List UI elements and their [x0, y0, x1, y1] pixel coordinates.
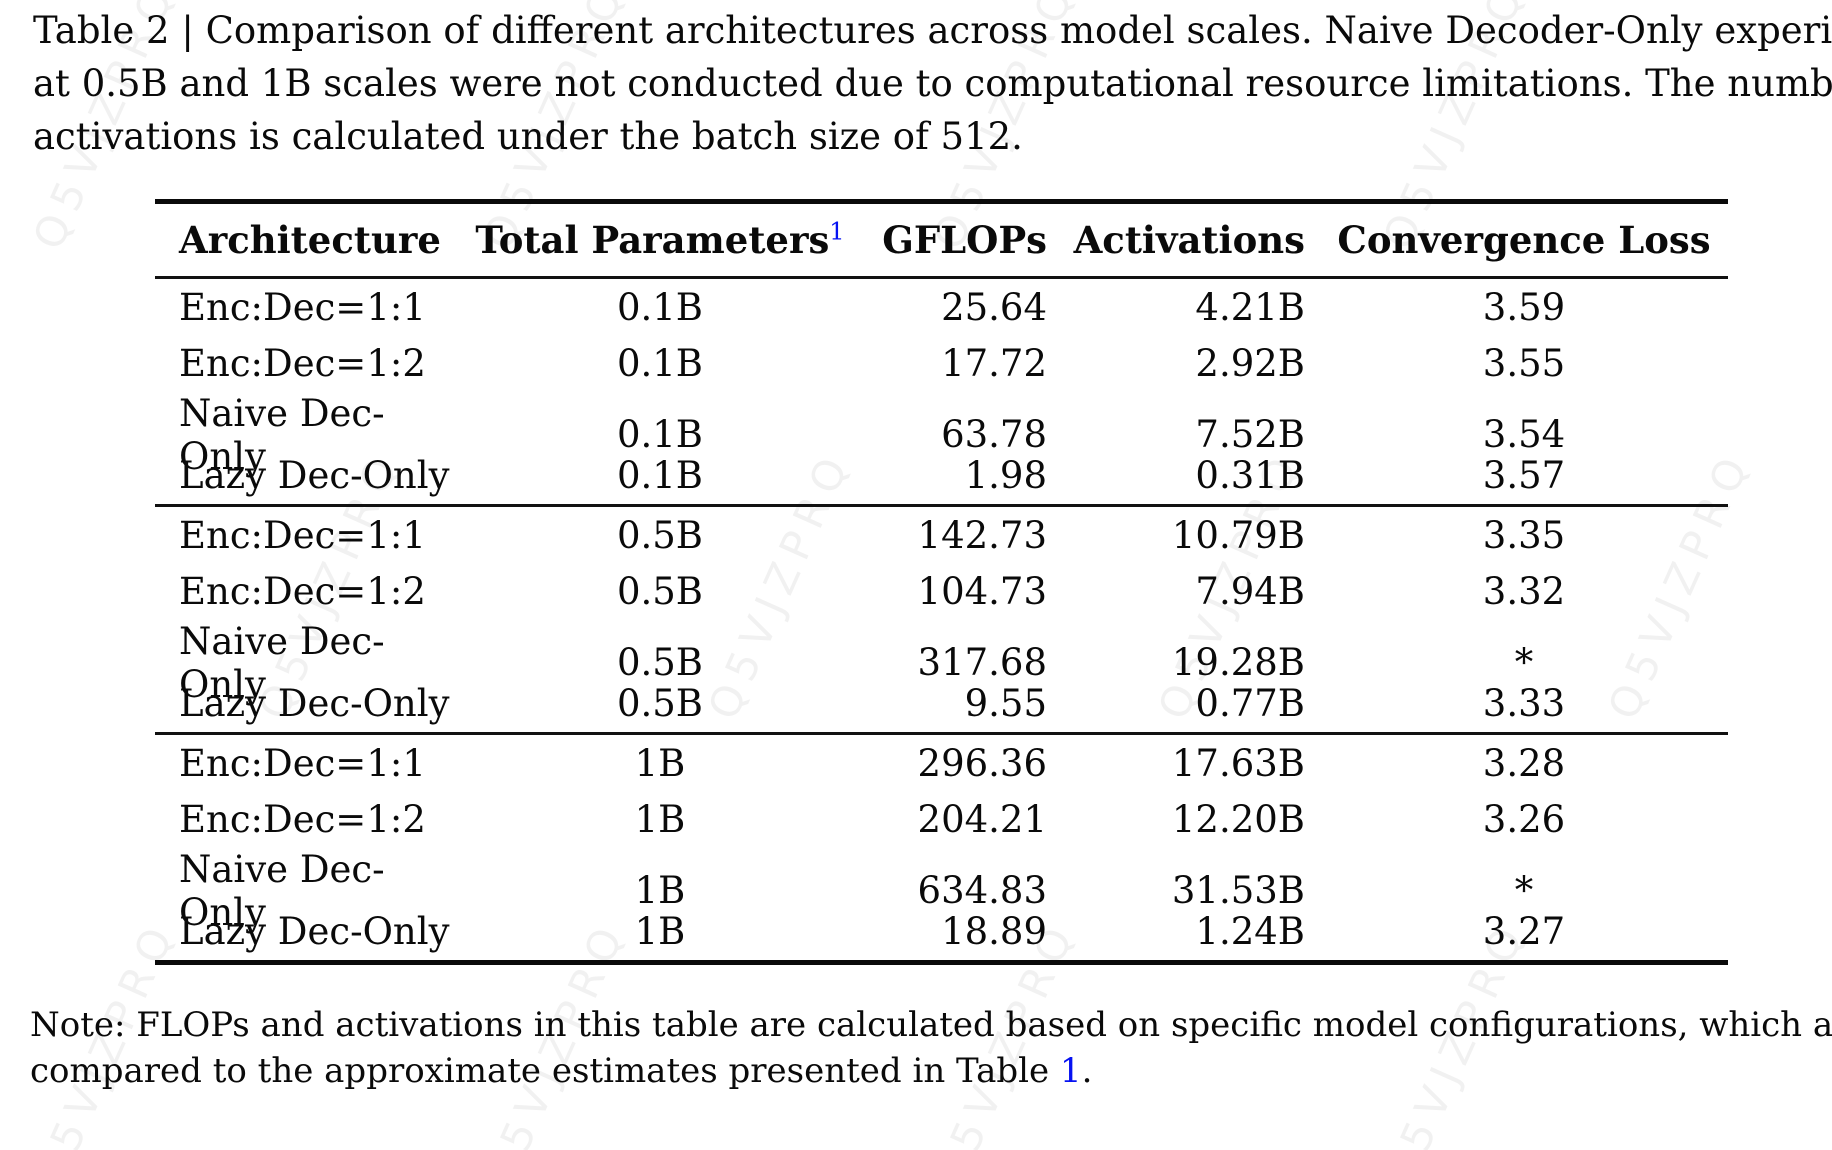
- cell-convergence-loss: 3.59: [1482, 285, 1566, 329]
- cell-activations: 10.79B: [1171, 513, 1305, 557]
- cell-total-parameters: 0.5B: [616, 682, 704, 726]
- cell-architecture: Enc:Dec=1:1: [179, 285, 426, 329]
- table-caption: Table 2 | Comparison of different archit…: [33, 4, 1832, 163]
- cell-architecture: Lazy Dec-Only: [179, 454, 450, 498]
- cell-architecture: Lazy Dec-Only: [179, 910, 450, 954]
- cell-total-parameters: 1B: [634, 741, 686, 785]
- cell-total-parameters: 1B: [634, 797, 686, 841]
- cell-gflops: 296.36: [917, 741, 1047, 785]
- table-group-0.1B: Enc:Dec=1:1 0.1B 25.64 4.21B 3.59 Enc:De…: [155, 279, 1728, 504]
- cell-convergence-loss: 3.54: [1482, 413, 1566, 456]
- cell-architecture: Lazy Dec-Only: [179, 682, 450, 726]
- cell-gflops: 63.78: [941, 413, 1047, 456]
- cell-gflops: 17.72: [941, 341, 1047, 385]
- cell-convergence-loss: *: [1514, 869, 1534, 912]
- caption-line-3: activations is calculated under the batc…: [33, 115, 1023, 158]
- cell-convergence-loss: 3.35: [1482, 513, 1566, 557]
- column-header-total-parameters: Total Parameters1: [460, 218, 860, 262]
- cell-gflops: 204.21: [917, 797, 1047, 841]
- cell-gflops: 104.73: [917, 569, 1047, 613]
- cell-architecture: Naive Dec-Only: [179, 391, 385, 478]
- cell-gflops: 18.89: [941, 910, 1047, 954]
- cell-architecture: Enc:Dec=1:2: [179, 569, 426, 613]
- column-header-architecture: Architecture: [179, 218, 441, 262]
- note-line-2: compared to the approximate estimates pr…: [30, 1048, 1832, 1094]
- footnote-1-link[interactable]: 1: [829, 217, 845, 246]
- cell-convergence-loss: 3.27: [1482, 910, 1566, 954]
- cell-architecture: Naive Dec-Only: [179, 847, 385, 934]
- note-line-2-text: compared to the approximate estimates pr…: [30, 1051, 1060, 1091]
- column-header-gflops: GFLOPs: [882, 218, 1047, 262]
- cell-activations: 0.31B: [1195, 454, 1305, 498]
- cell-gflops: 9.55: [964, 682, 1047, 726]
- table-row: Naive Dec-Only 1B 634.83 31.53B *: [155, 848, 1728, 934]
- cell-convergence-loss: 3.55: [1482, 341, 1566, 385]
- column-header-convergence-loss: Convergence Loss: [1337, 218, 1711, 262]
- cell-gflops: 317.68: [917, 641, 1047, 684]
- cell-gflops: 634.83: [917, 869, 1047, 912]
- table-row: Enc:Dec=1:2 1B 204.21 12.20B 3.26: [155, 791, 1728, 847]
- table-1-link[interactable]: 1: [1059, 1051, 1082, 1091]
- cell-gflops: 142.73: [917, 513, 1047, 557]
- cell-activations: 19.28B: [1171, 641, 1305, 684]
- table-row: Enc:Dec=1:2 0.1B 17.72 2.92B 3.55: [155, 335, 1728, 391]
- cell-total-parameters: 1B: [634, 869, 686, 912]
- cell-gflops: 1.98: [964, 454, 1047, 498]
- cell-total-parameters: 0.1B: [616, 413, 704, 456]
- table-group-1B: Enc:Dec=1:1 1B 296.36 17.63B 3.28 Enc:De…: [155, 732, 1728, 960]
- cell-total-parameters: 0.5B: [616, 641, 704, 684]
- cell-activations: 12.20B: [1171, 797, 1305, 841]
- cell-total-parameters: 0.1B: [616, 285, 704, 329]
- cell-total-parameters: 0.1B: [616, 341, 704, 385]
- cell-convergence-loss: 3.26: [1482, 797, 1566, 841]
- cell-total-parameters: 0.1B: [616, 454, 704, 498]
- table-row: Naive Dec-Only 0.5B 317.68 19.28B *: [155, 620, 1728, 706]
- table-row: Enc:Dec=1:2 0.5B 104.73 7.94B 3.32: [155, 563, 1728, 619]
- cell-activations: 2.92B: [1195, 341, 1305, 385]
- table-row: Lazy Dec-Only 1B 18.89 1.24B 3.27: [155, 904, 1728, 960]
- caption-line-1: Table 2 | Comparison of different archit…: [33, 9, 1832, 52]
- note-line-1: Note: FLOPs and activations in this tabl…: [30, 1005, 1832, 1045]
- cell-activations: 0.77B: [1195, 682, 1305, 726]
- cell-total-parameters: 0.5B: [616, 569, 704, 613]
- table-note: Note: FLOPs and activations in this tabl…: [30, 1002, 1832, 1094]
- table-row: Enc:Dec=1:1 0.5B 142.73 10.79B 3.35: [155, 507, 1728, 563]
- column-header-total-parameters-label: Total Parameters: [475, 218, 830, 262]
- cell-total-parameters: 1B: [634, 910, 686, 954]
- note-line-2-period: .: [1081, 1051, 1093, 1091]
- cell-total-parameters: 0.5B: [616, 513, 704, 557]
- cell-activations: 31.53B: [1171, 869, 1305, 912]
- cell-convergence-loss: *: [1514, 641, 1534, 684]
- cell-activations: 1.24B: [1195, 910, 1305, 954]
- cell-activations: 7.94B: [1195, 569, 1305, 613]
- cell-activations: 17.63B: [1171, 741, 1305, 785]
- cell-activations: 4.21B: [1195, 285, 1305, 329]
- caption-line-2: at 0.5B and 1B scales were not conducted…: [33, 62, 1832, 105]
- cell-convergence-loss: 3.57: [1482, 454, 1566, 498]
- comparison-table: Architecture Total Parameters1 GFLOPs Ac…: [155, 199, 1728, 965]
- table-row: Lazy Dec-Only 0.1B 1.98 0.31B 3.57: [155, 448, 1728, 504]
- cell-architecture: Naive Dec-Only: [179, 619, 385, 706]
- cell-gflops: 25.64: [941, 285, 1047, 329]
- cell-convergence-loss: 3.28: [1482, 741, 1566, 785]
- table-header-row: Architecture Total Parameters1 GFLOPs Ac…: [155, 204, 1728, 279]
- table-row: Enc:Dec=1:1 1B 296.36 17.63B 3.28: [155, 735, 1728, 791]
- cell-activations: 7.52B: [1195, 413, 1305, 456]
- table-group-0.5B: Enc:Dec=1:1 0.5B 142.73 10.79B 3.35 Enc:…: [155, 504, 1728, 732]
- table-row: Enc:Dec=1:1 0.1B 25.64 4.21B 3.59: [155, 279, 1728, 335]
- cell-convergence-loss: 3.32: [1482, 569, 1566, 613]
- cell-architecture: Enc:Dec=1:1: [179, 513, 426, 557]
- table-row: Naive Dec-Only 0.1B 63.78 7.52B 3.54: [155, 392, 1728, 478]
- cell-architecture: Enc:Dec=1:1: [179, 741, 426, 785]
- column-header-activations: Activations: [1073, 218, 1305, 262]
- cell-convergence-loss: 3.33: [1482, 682, 1566, 726]
- table-row: Lazy Dec-Only 0.5B 9.55 0.77B 3.33: [155, 676, 1728, 732]
- cell-architecture: Enc:Dec=1:2: [179, 341, 426, 385]
- cell-architecture: Enc:Dec=1:2: [179, 797, 426, 841]
